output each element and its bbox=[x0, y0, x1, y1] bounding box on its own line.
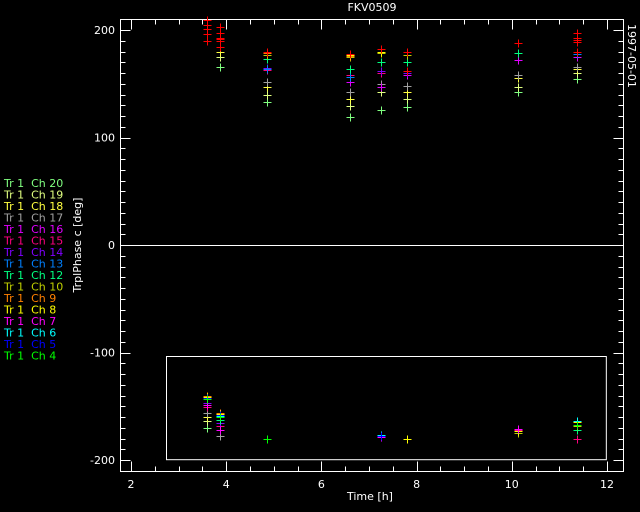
data-point bbox=[573, 63, 582, 72]
data-point bbox=[377, 67, 386, 76]
data-point bbox=[346, 65, 355, 74]
x-tick-label: 6 bbox=[318, 478, 325, 491]
data-point bbox=[263, 435, 272, 444]
data-point bbox=[216, 426, 225, 435]
series-tr-1-ch-13 bbox=[203, 50, 582, 421]
data-point bbox=[514, 425, 523, 434]
y-axis-label: TrplPhase c [deg] bbox=[71, 198, 84, 294]
data-point bbox=[346, 95, 355, 104]
legend-item: Tr 1 Ch 9 bbox=[3, 292, 56, 305]
data-point bbox=[573, 435, 582, 444]
data-point bbox=[203, 30, 212, 39]
data-point bbox=[263, 48, 272, 57]
data-point bbox=[216, 413, 225, 422]
data-point bbox=[403, 82, 412, 91]
y-tick-label: 100 bbox=[94, 132, 115, 145]
legend-item: Tr 1 Ch 7 bbox=[3, 315, 56, 328]
data-point bbox=[346, 113, 355, 122]
data-point bbox=[573, 421, 582, 430]
series-tr-1-ch-4 bbox=[203, 395, 582, 444]
x-axis-label: Time [h] bbox=[346, 490, 393, 503]
data-point bbox=[403, 58, 412, 67]
data-point bbox=[377, 83, 386, 92]
series-tr-1-ch-20 bbox=[203, 63, 582, 433]
legend-item: Tr 1 Ch 17 bbox=[3, 212, 63, 225]
legend-item: Tr 1 Ch 6 bbox=[3, 327, 56, 340]
data-point bbox=[263, 98, 272, 107]
data-point bbox=[203, 395, 212, 404]
y-tick-label: -100 bbox=[90, 347, 115, 360]
x-tick-label: 10 bbox=[505, 478, 519, 491]
chart-title: FKV0509 bbox=[347, 1, 396, 14]
x-tick-label: 2 bbox=[128, 478, 135, 491]
data-point bbox=[403, 67, 412, 76]
data-point bbox=[263, 78, 272, 87]
data-point bbox=[514, 56, 523, 65]
legend-item: Tr 1 Ch 19 bbox=[3, 189, 63, 202]
legend-item: Tr 1 Ch 12 bbox=[3, 269, 63, 282]
series-tr-1-ch-5 bbox=[203, 394, 386, 441]
data-point bbox=[263, 65, 272, 74]
series-tr-1-ch-6 bbox=[203, 394, 582, 440]
data-point bbox=[403, 435, 412, 444]
data-point bbox=[216, 63, 225, 72]
legend-item: Tr 1 Ch 4 bbox=[3, 350, 56, 363]
axes: 2 4 6 8 10 12 -200 -100 0 100 200 bbox=[90, 19, 624, 491]
series-tr-1-ch-18 bbox=[203, 48, 582, 422]
legend-item: Tr 1 Ch 16 bbox=[3, 223, 63, 236]
legend-item: Tr 1 Ch 18 bbox=[3, 200, 63, 213]
data-point bbox=[346, 50, 355, 59]
x-tick-label: 12 bbox=[600, 478, 614, 491]
data-point bbox=[377, 45, 386, 54]
data-point bbox=[403, 95, 412, 104]
series-tr-1-ch-12 bbox=[203, 49, 582, 435]
data-point bbox=[377, 58, 386, 67]
series-tr-1-ch-17 bbox=[203, 63, 582, 441]
data-point bbox=[573, 48, 582, 57]
data-point bbox=[514, 83, 523, 92]
x-tick-label: 4 bbox=[223, 478, 230, 491]
data-point bbox=[377, 106, 386, 115]
data-point bbox=[346, 73, 355, 82]
series-tr-1-ch-14 bbox=[203, 50, 582, 428]
data-point bbox=[377, 432, 386, 441]
y-tick-label: 0 bbox=[108, 239, 115, 252]
highlight-box bbox=[166, 356, 607, 461]
series-tr-1-ch-19 bbox=[203, 53, 582, 426]
data-point bbox=[203, 424, 212, 433]
legend-item: Tr 1 Ch 10 bbox=[3, 281, 63, 294]
y-tick-label: 200 bbox=[94, 24, 115, 37]
date-label: 1997-05-01 bbox=[625, 24, 638, 88]
data-point bbox=[403, 103, 412, 112]
data-point bbox=[346, 88, 355, 97]
legend-item: Tr 1 Ch 5 bbox=[3, 338, 56, 351]
x-tick-label: 8 bbox=[413, 478, 420, 491]
series-tr-1-ch-16 bbox=[203, 53, 582, 435]
data-point bbox=[514, 49, 523, 58]
series-tr-1-ch-15 bbox=[203, 66, 582, 444]
legend-item: Tr 1 Ch 8 bbox=[3, 304, 56, 317]
legend-item: Tr 1 Ch 14 bbox=[3, 246, 63, 259]
series-tr-1-ch-10 bbox=[203, 49, 582, 438]
data-point bbox=[346, 102, 355, 111]
data-point bbox=[203, 37, 212, 46]
data-point bbox=[216, 43, 225, 52]
legend-item: Tr 1 Ch 15 bbox=[3, 235, 63, 248]
legend-item: Tr 1 Ch 20 bbox=[3, 177, 63, 190]
series-tr-1-ch-7 bbox=[203, 401, 582, 442]
legend-item: Tr 1 Ch 13 bbox=[3, 258, 63, 271]
y-tick-label: -200 bbox=[90, 454, 115, 467]
data-marks bbox=[203, 16, 582, 444]
data-point bbox=[514, 71, 523, 80]
data-point bbox=[403, 48, 412, 57]
data-point bbox=[573, 38, 582, 47]
series-unlabeled bbox=[203, 16, 582, 76]
data-point bbox=[263, 91, 272, 100]
data-point bbox=[514, 39, 523, 48]
